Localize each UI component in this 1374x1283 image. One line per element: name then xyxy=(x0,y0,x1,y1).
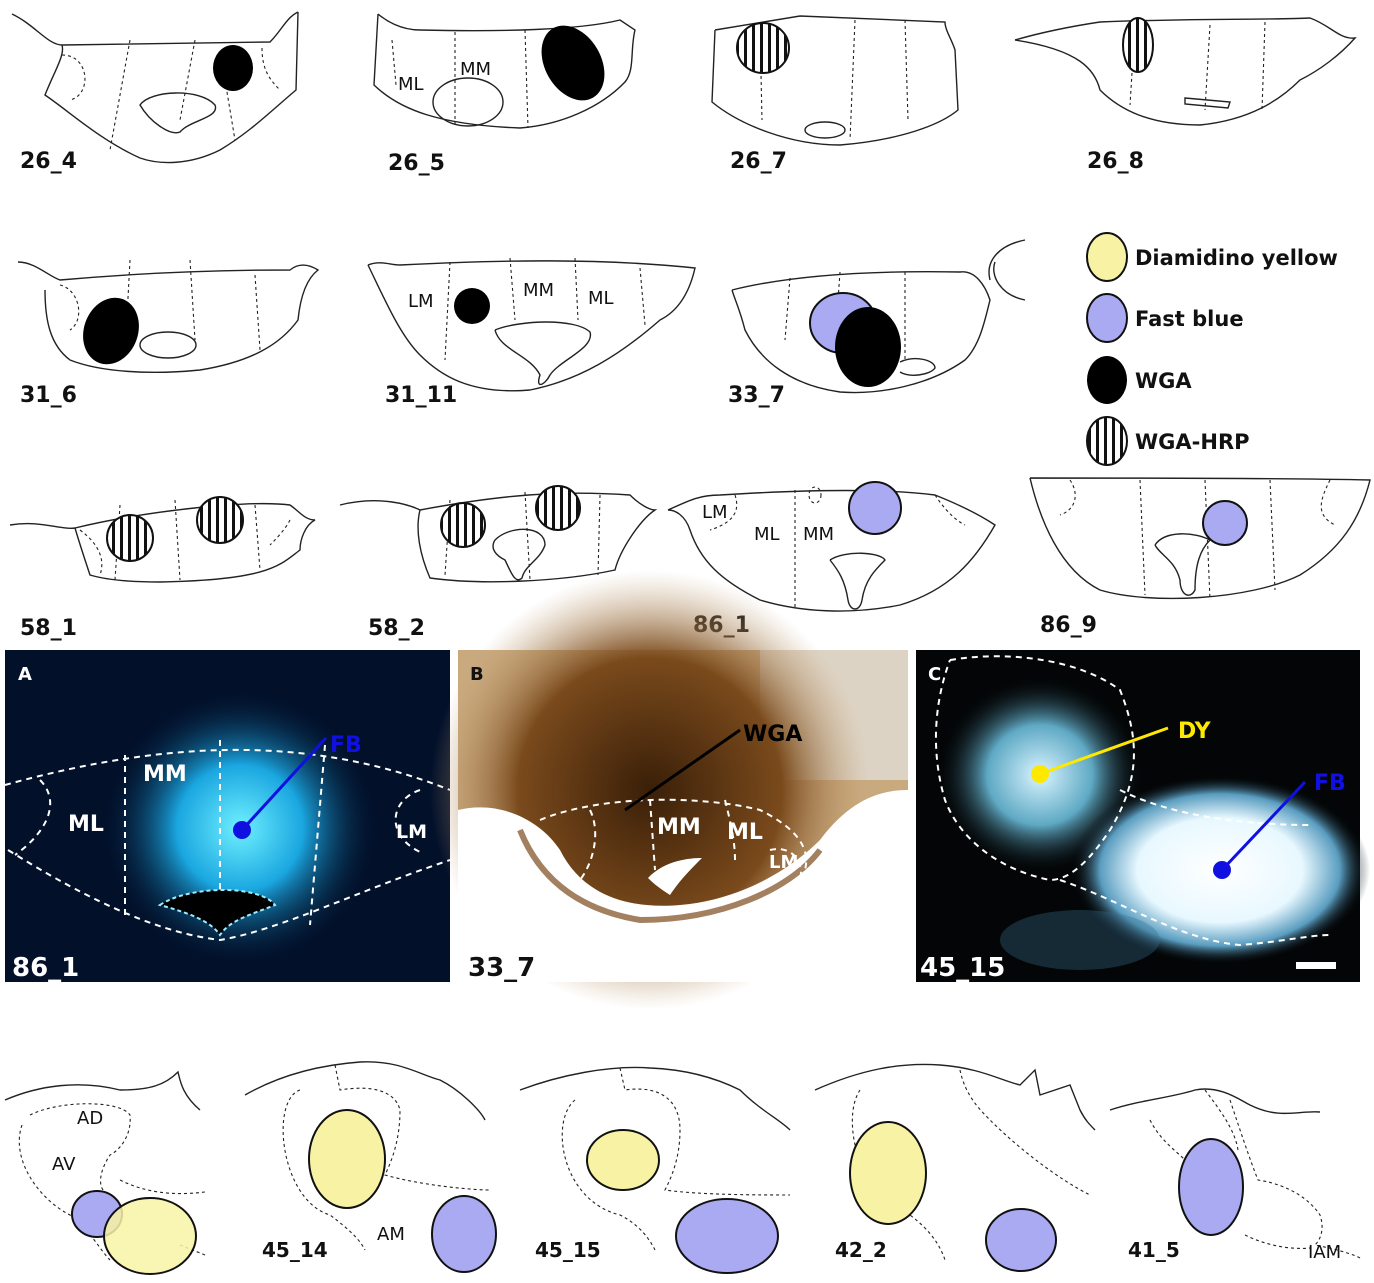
section xyxy=(340,486,655,582)
region-label: MM xyxy=(460,59,491,80)
section-label: 58_1 xyxy=(20,616,77,641)
thalamus-section xyxy=(1110,1089,1360,1258)
section xyxy=(10,497,315,582)
legend: Diamidino yellow Fast blue WGA WGA-HRP xyxy=(1087,233,1338,465)
photo-label: MM xyxy=(143,762,187,787)
section xyxy=(368,258,695,391)
section-label: 26_7 xyxy=(730,149,787,174)
photo-label: FB xyxy=(330,733,362,758)
section xyxy=(732,240,1025,393)
section xyxy=(1030,478,1370,600)
legend-label: WGA-HRP xyxy=(1135,430,1250,454)
figure: 26_4 ML MM 26_5 26_7 26_8 31_6 LM MM ML … xyxy=(0,0,1374,1283)
legend-label: WGA xyxy=(1135,369,1192,393)
photo-label: LM xyxy=(769,852,798,873)
region-label: MM xyxy=(523,280,554,301)
photo-id: 86_1 xyxy=(12,953,79,983)
panel-letter: C xyxy=(928,664,941,685)
photo-label: ML xyxy=(727,820,763,845)
region-label: AM xyxy=(377,1224,405,1245)
photo-panel xyxy=(430,570,908,1010)
region-label: LM xyxy=(702,502,728,523)
region-label: ML xyxy=(588,288,614,309)
photo-label: FB xyxy=(1314,771,1346,796)
section-label: 86_9 xyxy=(1040,613,1097,638)
section xyxy=(1015,18,1355,125)
section-label: 26_4 xyxy=(20,149,77,174)
section-label: 58_2 xyxy=(368,616,425,641)
region-label: ML xyxy=(754,524,780,545)
region-label: AD xyxy=(77,1108,103,1129)
panel-letter: B xyxy=(470,664,484,685)
photo-label: DY xyxy=(1178,719,1212,744)
section-label: 42_2 xyxy=(835,1238,887,1262)
region-label: ML xyxy=(398,74,424,95)
section-label: 26_8 xyxy=(1087,149,1144,174)
section xyxy=(18,260,318,372)
section-label: 45_14 xyxy=(262,1238,328,1262)
photo-id: 45_15 xyxy=(920,953,1005,983)
region-label: IAM xyxy=(1308,1242,1341,1263)
thalamus-section xyxy=(5,1072,205,1274)
region-label: AV xyxy=(52,1154,76,1175)
legend-label: Fast blue xyxy=(1135,307,1244,331)
region-label: LM xyxy=(408,291,434,312)
section-label: 31_6 xyxy=(20,383,77,408)
photo-id: 33_7 xyxy=(468,953,535,983)
panel-letter: A xyxy=(18,664,32,685)
photo-label: ML xyxy=(68,812,104,837)
section xyxy=(374,14,635,128)
section-label: 45_15 xyxy=(535,1238,601,1262)
photo-label: MM xyxy=(657,815,701,840)
photo-label: WGA xyxy=(743,722,802,747)
section-label: 33_7 xyxy=(728,383,785,408)
section-label: 26_5 xyxy=(388,151,445,176)
photo-panel xyxy=(916,650,1370,982)
section-label: 31_11 xyxy=(385,383,457,408)
section xyxy=(12,12,298,163)
legend-label: Diamidino yellow xyxy=(1135,246,1338,270)
section-label: 41_5 xyxy=(1128,1238,1180,1262)
section xyxy=(712,16,958,145)
region-label: MM xyxy=(803,524,834,545)
photo-label: LM xyxy=(396,821,427,843)
